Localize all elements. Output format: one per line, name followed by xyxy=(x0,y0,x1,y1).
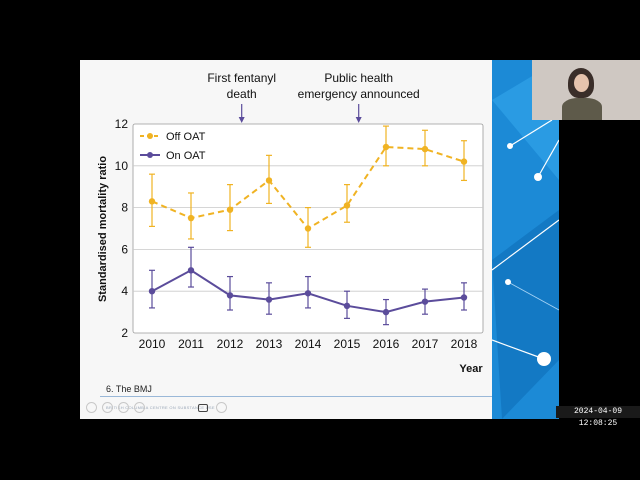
point-off-oat-2014 xyxy=(304,225,312,232)
y-tick-4: 4 xyxy=(121,284,128,298)
x-tick-2013: 2013 xyxy=(256,337,283,351)
point-off-oat-2018 xyxy=(460,158,468,165)
legend-off-oat-label: Off OAT xyxy=(166,131,206,143)
y-tick-8: 8 xyxy=(121,201,128,215)
pen-icon[interactable] xyxy=(118,402,129,413)
y-axis-label: Standardised mortality ratio xyxy=(97,156,109,302)
x-axis-label: Year xyxy=(459,363,483,375)
x-tick-2011: 2011 xyxy=(178,337,204,351)
point-on-oat-2013 xyxy=(265,296,273,303)
annotation-0-arrow-head xyxy=(238,117,245,123)
brand-text: BRITISH COLUMBIA CENTRE ON SUBSTANCE USE xyxy=(106,405,215,410)
annotation-0-line1: First fentanyl xyxy=(207,71,276,85)
point-off-oat-2017 xyxy=(421,145,429,153)
legend: Off OAT On OAT xyxy=(140,131,206,162)
zoom-icon[interactable] xyxy=(134,402,145,413)
x-tick-2018: 2018 xyxy=(451,337,478,351)
next-slide-icon[interactable] xyxy=(102,402,113,413)
legend-on-oat-marker xyxy=(147,152,153,158)
point-on-oat-2015 xyxy=(343,302,351,310)
point-off-oat-2016 xyxy=(382,143,390,151)
point-off-oat-2012 xyxy=(226,206,234,213)
x-tick-2016: 2016 xyxy=(373,337,400,351)
point-on-oat-2018 xyxy=(460,294,468,301)
legend-off-oat-marker xyxy=(147,133,153,139)
legend-on-oat-label: On OAT xyxy=(166,150,206,162)
point-off-oat-2013 xyxy=(265,177,273,184)
y-tick-2: 2 xyxy=(121,326,128,340)
prev-slide-icon[interactable] xyxy=(86,402,97,413)
annotation-0-line2: death xyxy=(227,87,257,101)
annotation-1-line1: Public health xyxy=(324,71,393,85)
annotation-1-arrow-head xyxy=(355,117,362,123)
x-tick-2015: 2015 xyxy=(334,337,361,351)
point-on-oat-2011 xyxy=(187,267,195,274)
x-tick-2010: 2010 xyxy=(139,337,166,351)
point-off-oat-2011 xyxy=(187,214,195,222)
participant-face xyxy=(574,74,589,92)
x-tick-2017: 2017 xyxy=(412,337,439,351)
point-on-oat-2014 xyxy=(304,290,312,297)
point-on-oat-2016 xyxy=(382,308,390,316)
point-off-oat-2015 xyxy=(343,202,351,209)
timestamp: 2024-04-09 12:08:25 xyxy=(556,406,640,428)
slide-footer: 6. The BMJ xyxy=(106,384,152,394)
x-tick-2012: 2012 xyxy=(217,337,244,351)
y-tick-6: 6 xyxy=(121,242,128,256)
footer-divider xyxy=(100,396,492,397)
participant-video[interactable] xyxy=(532,60,640,120)
x-tick-2014: 2014 xyxy=(295,337,322,351)
point-on-oat-2012 xyxy=(226,292,234,299)
point-off-oat-2010 xyxy=(148,198,156,205)
y-tick-10: 10 xyxy=(115,159,129,173)
y-tick-12: 12 xyxy=(115,117,129,131)
participant-body xyxy=(562,98,602,120)
camera-icon[interactable] xyxy=(198,404,208,412)
more-options-icon[interactable] xyxy=(216,402,227,413)
point-on-oat-2017 xyxy=(421,298,429,305)
point-on-oat-2010 xyxy=(148,288,156,295)
annotation-1-line2: emergency announced xyxy=(298,87,420,101)
